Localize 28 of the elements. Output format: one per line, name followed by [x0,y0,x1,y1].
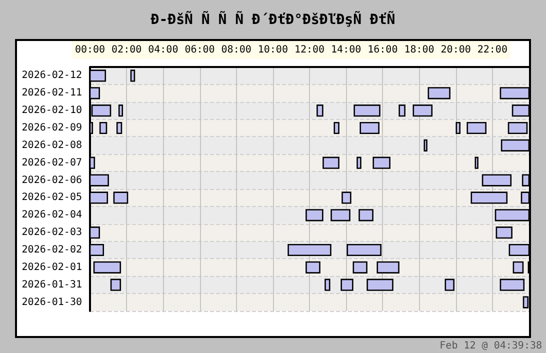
y-tick-label: 2026-02-06 [22,174,82,186]
y-tick-label: 2026-02-12 [22,70,82,82]
y-tick-label: 2026-02-07 [22,157,82,168]
x-tick-label: 12:00 [294,44,325,56]
chart-title: Ð-ÐšÑ Ñ Ñ Ñ Ð´ÐťÐ°ÐšÐľÐşÑ ÐťÑ [150,11,396,28]
y-tick-label: 2026-02-09 [22,122,82,134]
x-tick-label: 22:00 [477,44,508,56]
y-tick-label: 2026-01-30 [22,296,82,308]
y-tick-label: 2026-02-04 [22,210,82,221]
x-tick-label: 14:00 [331,44,362,56]
x-tick-label: 20:00 [440,44,471,56]
x-tick-label: 10:00 [258,44,288,56]
y-tick-label: 2026-02-01 [22,262,82,273]
x-tick-label: 08:00 [221,44,252,56]
x-tick-label: 02:00 [112,44,142,56]
y-tick-label: 2026-02-08 [22,140,82,151]
y-tick-label: 2026-02-02 [22,244,82,256]
x-tick-label: 06:00 [184,44,215,56]
x-tick-label: 16:00 [368,44,398,56]
x-tick-label: 18:00 [404,44,434,56]
x-tick-label: 00:00 [74,44,106,56]
y-tick-label: 2026-02-10 [22,105,82,116]
y-tick-label: 2026-01-31 [22,279,82,290]
y-tick-label: 2026-02-05 [22,192,82,204]
y-tick-label: 2026-02-11 [22,88,82,99]
x-tick-label: 04:00 [148,44,178,56]
y-tick-label: 2026-02-03 [22,227,82,238]
text: Feb 12 @ 04:39:38 [440,340,542,352]
